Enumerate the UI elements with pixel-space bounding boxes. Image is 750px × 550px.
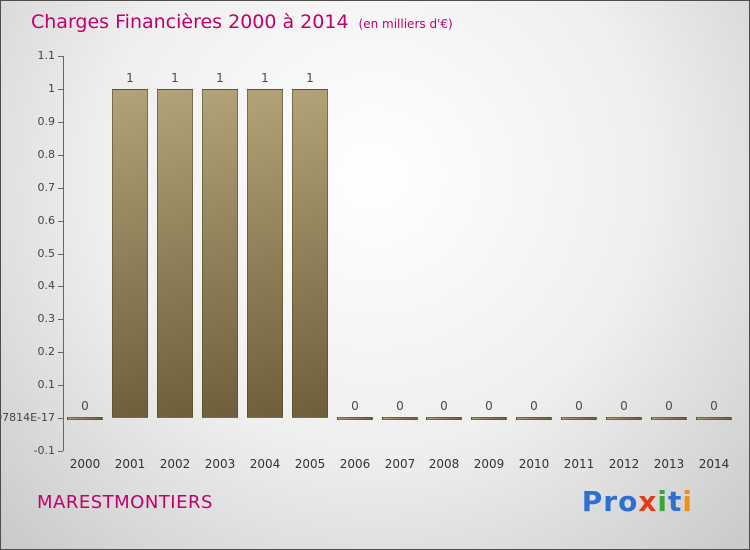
bar-value-label: 1: [261, 71, 269, 85]
bar-value-label: 0: [351, 399, 359, 413]
bar-value-label: 0: [396, 399, 404, 413]
y-tick-label: 0.2: [37, 345, 56, 358]
x-axis-label: 2008: [428, 457, 460, 471]
chart-title: Charges Financières 2000 à 2014: [31, 11, 349, 33]
chart-header: Charges Financières 2000 à 2014 (en milli…: [31, 11, 453, 33]
bar-2009: [471, 417, 507, 420]
y-tick-label: 1.1: [37, 49, 56, 62]
bar-2013: [651, 417, 687, 420]
bar-2002: [157, 89, 193, 418]
logo-letter: t: [668, 485, 683, 518]
y-tick-mark: [58, 122, 63, 123]
y-tick-label: 0.4: [37, 279, 56, 292]
logo-letter: o: [618, 485, 639, 518]
x-axis-label: 2012: [608, 457, 640, 471]
bar-value-label: 1: [306, 71, 314, 85]
bar-value-label: 0: [620, 399, 628, 413]
y-tick-mark: [58, 451, 63, 452]
y-tick-mark: [58, 319, 63, 320]
logo-letter: r: [603, 485, 619, 518]
y-tick-mark: [58, 418, 63, 419]
y-tick-mark: [58, 254, 63, 255]
logo-letter: i: [682, 485, 693, 518]
bar-value-label: 0: [81, 399, 89, 413]
y-tick-label: 0.7: [37, 181, 56, 194]
bar-value-label: 0: [485, 399, 493, 413]
bar-2007: [382, 417, 418, 420]
logo-letter: P: [581, 485, 604, 518]
x-axis-label: 2003: [204, 457, 236, 471]
y-tick-label: 0.3: [37, 312, 56, 325]
y-tick-label: 007814E-17: [1, 411, 55, 424]
logo-letter: i: [657, 485, 668, 518]
logo-letter: x: [638, 485, 658, 518]
y-tick-mark: [58, 286, 63, 287]
x-axis-label: 2000: [69, 457, 101, 471]
y-axis-line: [63, 56, 64, 451]
bar-value-label: 0: [665, 399, 673, 413]
y-tick-mark: [58, 89, 63, 90]
y-tick-mark: [58, 155, 63, 156]
x-axis-label: 2005: [294, 457, 326, 471]
x-axis-label: 2001: [114, 457, 146, 471]
bar-2010: [516, 417, 552, 420]
bar-2011: [561, 417, 597, 420]
bar-2014: [696, 417, 732, 420]
bar-2000: [67, 417, 103, 420]
x-axis-label: 2011: [563, 457, 595, 471]
proxiti-logo: Proxiti: [582, 485, 693, 518]
bar-2012: [606, 417, 642, 420]
y-tick-label: 0.8: [37, 148, 56, 161]
x-axis-label: 2014: [698, 457, 730, 471]
x-axis-label: 2002: [159, 457, 191, 471]
x-axis-label: 2007: [384, 457, 416, 471]
bar-2005: [292, 89, 328, 418]
x-axis-label: 2006: [339, 457, 371, 471]
y-tick-label: 0.1: [37, 378, 56, 391]
y-tick-label: 0.6: [37, 214, 56, 227]
bar-2004: [247, 89, 283, 418]
bar-value-label: 1: [216, 71, 224, 85]
x-axis-label: 2009: [473, 457, 505, 471]
bar-value-label: 0: [575, 399, 583, 413]
bar-value-label: 0: [530, 399, 538, 413]
bar-value-label: 0: [710, 399, 718, 413]
y-tick-mark: [58, 56, 63, 57]
bar-2008: [426, 417, 462, 420]
y-tick-mark: [58, 188, 63, 189]
y-tick-label: -0.1: [33, 444, 55, 457]
bar-2001: [112, 89, 148, 418]
bar-value-label: 1: [171, 71, 179, 85]
bar-2003: [202, 89, 238, 418]
bar-value-label: 1: [126, 71, 134, 85]
bar-value-label: 0: [440, 399, 448, 413]
y-tick-mark: [58, 385, 63, 386]
bar-2006: [337, 417, 373, 420]
y-tick-mark: [58, 352, 63, 353]
y-tick-label: 0.9: [37, 115, 56, 128]
y-tick-label: 1: [48, 82, 55, 95]
x-axis-label: 2013: [653, 457, 685, 471]
y-tick-mark: [58, 221, 63, 222]
company-name: MARESTMONTIERS: [37, 492, 213, 513]
chart-subtitle: (en milliers d'€): [358, 17, 453, 31]
x-axis-label: 2010: [518, 457, 550, 471]
x-axis-label: 2004: [249, 457, 281, 471]
y-tick-label: 0.5: [37, 247, 56, 260]
